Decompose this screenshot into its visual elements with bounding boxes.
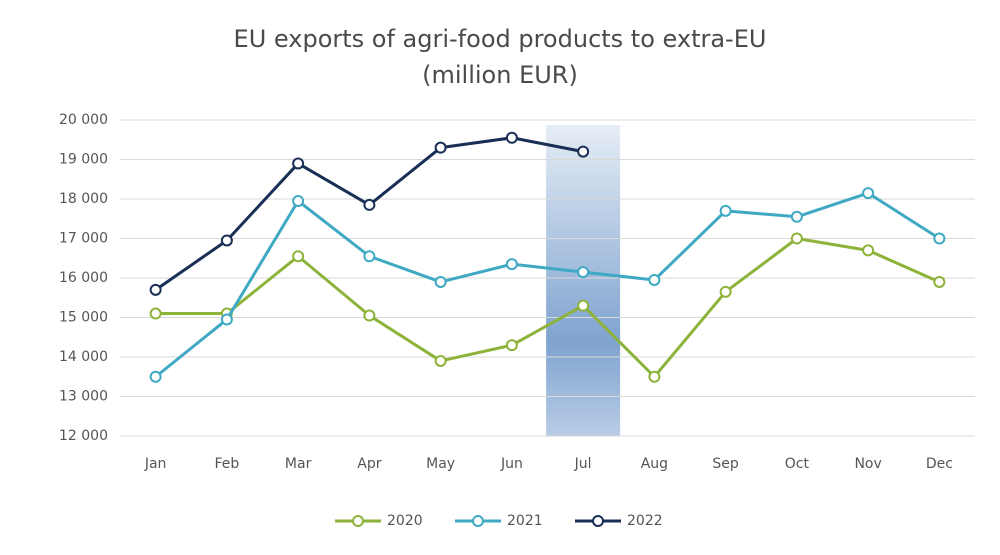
point xyxy=(577,145,590,158)
y-tick-label: 16 000 xyxy=(59,270,108,286)
highlight-band xyxy=(546,125,621,436)
point xyxy=(862,244,875,257)
x-tick-label: May xyxy=(426,456,455,472)
x-tick-label: Jul xyxy=(574,456,592,472)
point xyxy=(292,194,305,207)
point xyxy=(434,275,447,288)
point xyxy=(862,187,875,200)
point xyxy=(292,157,305,170)
point xyxy=(719,204,732,217)
point xyxy=(363,198,376,211)
point xyxy=(790,210,803,223)
x-tick-label: Apr xyxy=(357,456,381,472)
point xyxy=(648,370,661,383)
x-tick-label: Feb xyxy=(214,456,239,472)
point xyxy=(577,266,590,279)
x-tick-label: Aug xyxy=(641,456,668,472)
x-tick-label: Oct xyxy=(785,456,810,472)
point xyxy=(220,234,233,247)
point xyxy=(790,232,803,245)
legend-marker xyxy=(592,515,604,527)
chart-title: EU exports of agri-food products to extr… xyxy=(234,25,767,53)
x-tick-label: Nov xyxy=(854,456,881,472)
series-line xyxy=(155,237,940,379)
legend-label: 2020 xyxy=(387,513,423,529)
y-tick-label: 12 000 xyxy=(59,428,108,444)
point xyxy=(434,354,447,367)
legend-label: 2021 xyxy=(507,513,543,529)
y-tick-label: 20 000 xyxy=(59,112,108,128)
y-tick-label: 19 000 xyxy=(59,152,108,168)
x-tick-label: Dec xyxy=(926,456,953,472)
x-tick-label: Mar xyxy=(285,456,312,472)
y-tick-label: 18 000 xyxy=(59,191,108,207)
y-tick-label: 15 000 xyxy=(59,310,108,326)
legend-label: 2022 xyxy=(627,513,663,529)
y-tick-label: 17 000 xyxy=(59,231,108,247)
point xyxy=(220,313,233,326)
x-tick-label: Sep xyxy=(712,456,739,472)
legend-marker xyxy=(352,515,364,527)
point xyxy=(933,232,946,245)
point xyxy=(149,307,162,320)
legend-marker xyxy=(472,515,484,527)
y-tick-label: 13 000 xyxy=(59,389,108,405)
chart-subtitle: (million EUR) xyxy=(422,61,578,89)
point xyxy=(363,309,376,322)
point xyxy=(363,250,376,263)
x-tick-label: Jun xyxy=(500,456,523,472)
point xyxy=(577,299,590,312)
point xyxy=(292,250,305,263)
point xyxy=(933,275,946,288)
y-tick-label: 14 000 xyxy=(59,349,108,365)
point xyxy=(149,283,162,296)
point xyxy=(719,285,732,298)
point xyxy=(434,141,447,154)
x-tick-label: Jan xyxy=(144,456,167,472)
point xyxy=(648,273,661,286)
point xyxy=(505,339,518,352)
point xyxy=(505,131,518,144)
point xyxy=(505,258,518,271)
series-line xyxy=(154,136,584,292)
series-line xyxy=(154,191,941,378)
point xyxy=(149,370,162,383)
